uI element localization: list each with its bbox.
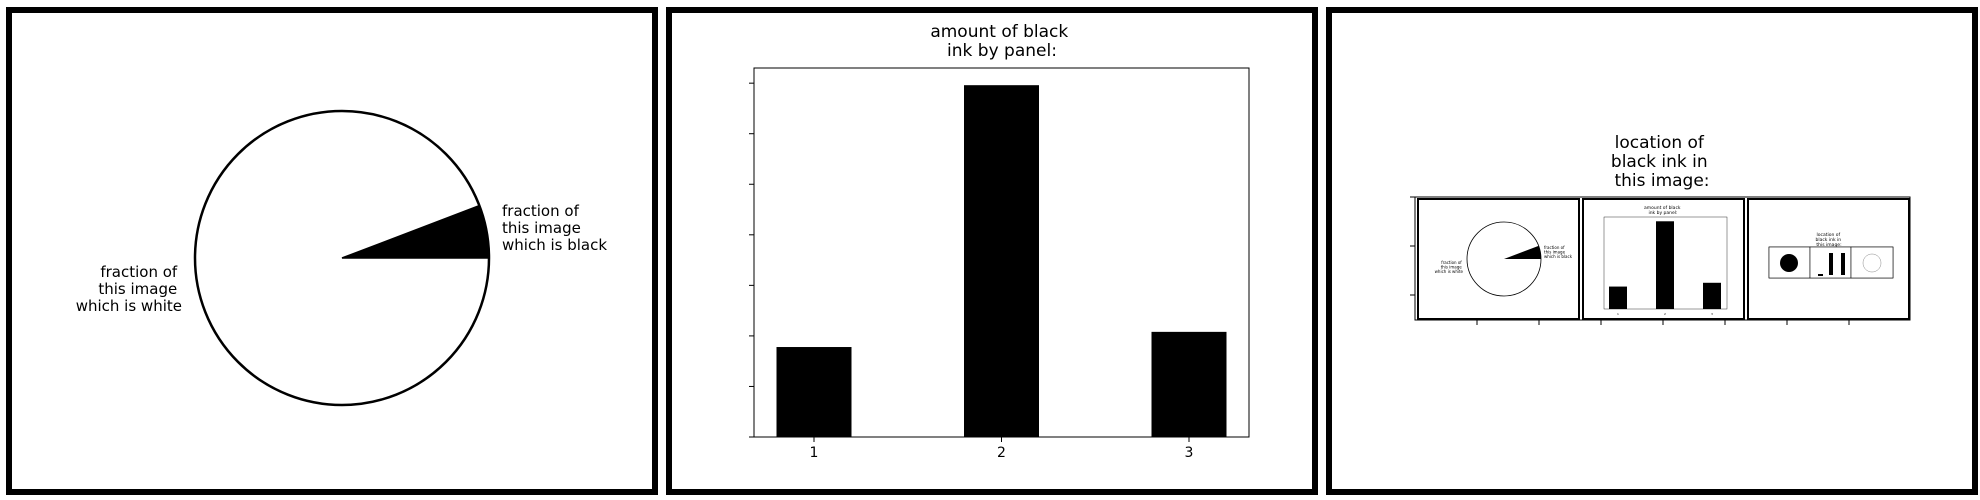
mini-bar-tick-1: 1 bbox=[1617, 312, 1619, 316]
location-chart-title: location of black ink in this image: bbox=[1611, 133, 1713, 191]
x-tick-label-1: 1 bbox=[810, 445, 819, 461]
pie-label-white: fraction of this image which is white bbox=[76, 263, 182, 315]
mini-pie-label-black: fraction of this image which is black bbox=[1544, 245, 1573, 259]
mini-bar-2 bbox=[1656, 221, 1674, 309]
bar-chart-title: amount of black ink by panel: bbox=[930, 22, 1073, 61]
mini-pie-panel: fraction of this image which is black fr… bbox=[1417, 198, 1580, 320]
mini-pie-label-white: fraction of this image which is white bbox=[1435, 260, 1464, 274]
bars: 1 2 3 bbox=[776, 85, 1227, 461]
mini-bar-3 bbox=[1703, 282, 1721, 309]
mini-bar-tick-3: 3 bbox=[1711, 312, 1713, 316]
mini-location-panel: location of black ink in this image: bbox=[1747, 198, 1910, 320]
pie-slice-black bbox=[341, 204, 490, 259]
mini-mini-pie bbox=[1780, 254, 1798, 272]
bar-2 bbox=[964, 85, 1039, 437]
mini-bar-title: amount of black ink by panel: bbox=[1644, 205, 1682, 216]
mini-bar-panel: amount of black ink by panel: 1 2 3 bbox=[1582, 198, 1745, 320]
pie-panel: fraction of this image which is black fr… bbox=[6, 7, 658, 495]
mini-bar-tick-2: 2 bbox=[1664, 312, 1666, 316]
bar-3 bbox=[1151, 331, 1227, 437]
location-panel: location of black ink in this image: bbox=[1326, 7, 1978, 495]
mini-pie-black bbox=[1504, 245, 1541, 259]
x-tick-label-3: 3 bbox=[1185, 445, 1194, 461]
x-tick-label-2: 2 bbox=[997, 445, 1006, 461]
bar-chart: amount of black ink by panel: 1 2 3 bbox=[749, 22, 1250, 461]
y-axis-ticks bbox=[749, 82, 754, 438]
pie-chart: fraction of this image which is black fr… bbox=[76, 109, 607, 407]
mini-bars bbox=[1609, 221, 1721, 309]
mini-bar-1 bbox=[1609, 286, 1627, 309]
pie-label-black: fraction of this image which is black bbox=[502, 202, 607, 254]
mini-location-title: location of black ink in this image: bbox=[1815, 232, 1842, 248]
location-chart: location of black ink in this image: bbox=[1410, 133, 1911, 325]
bar-panel: amount of black ink by panel: 1 2 3 bbox=[666, 7, 1318, 495]
bar-1 bbox=[776, 347, 852, 437]
